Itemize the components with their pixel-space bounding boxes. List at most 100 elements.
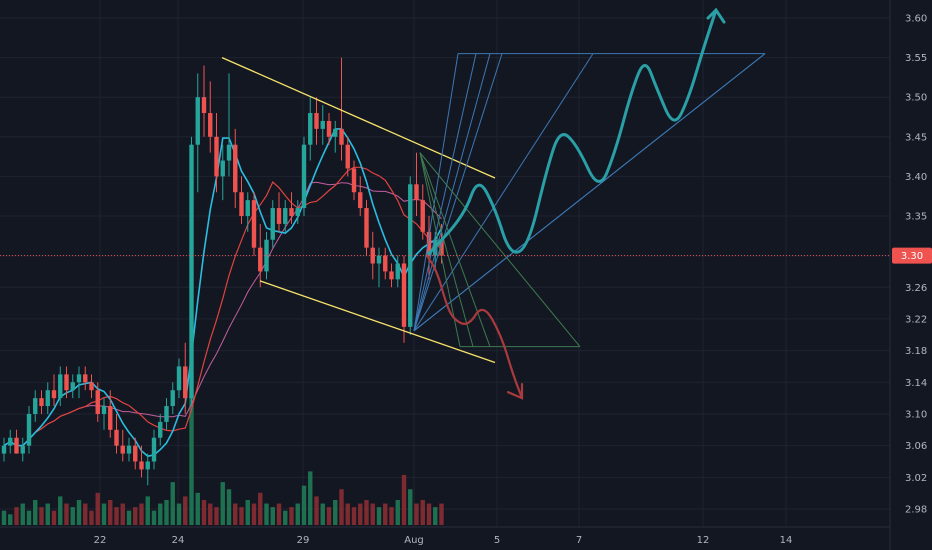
volume-bar	[126, 510, 132, 525]
volume-bar	[101, 503, 107, 525]
candle	[58, 366, 63, 407]
candle-body	[214, 136, 219, 177]
candle-body	[351, 168, 357, 193]
candle	[283, 200, 288, 232]
candle-body	[408, 184, 413, 327]
candle	[45, 382, 50, 414]
candle-body	[195, 97, 200, 145]
y-tick-label: 3.18	[905, 346, 927, 357]
candle-body	[26, 413, 32, 446]
candle-body	[133, 445, 138, 462]
candle-body	[76, 374, 82, 383]
candle-body	[326, 120, 332, 137]
volume-bar	[270, 507, 275, 525]
volume-bar	[120, 503, 125, 525]
x-axis[interactable]: 22 24 29 Aug 5 7 12 14	[0, 526, 890, 546]
volume-bar	[26, 510, 32, 525]
x-tick-label: 14	[780, 535, 793, 546]
volume-bar	[245, 499, 250, 525]
volume-bar	[39, 507, 44, 525]
candle-body	[33, 398, 38, 414]
candle	[420, 184, 425, 240]
candle	[326, 113, 332, 145]
candle	[314, 97, 319, 145]
candle-body	[145, 461, 150, 470]
candle-body	[8, 437, 13, 446]
candle	[64, 366, 69, 399]
fan-line-long	[413, 53, 766, 332]
forecast-up-arrowhead	[706, 7, 726, 24]
candle-body	[376, 255, 382, 264]
candle-body	[420, 200, 425, 232]
volume-bar	[208, 503, 213, 525]
candle	[145, 453, 150, 486]
channel-line	[259, 280, 496, 364]
fan-line-up	[413, 53, 503, 331]
candle-body	[164, 406, 169, 422]
volume-bar	[333, 499, 338, 525]
candle	[114, 413, 119, 454]
y-tick-label: 3.14	[905, 378, 927, 389]
volume-bar	[233, 503, 238, 525]
y-tick-label: 3.35	[905, 211, 927, 222]
volume-bar	[8, 514, 13, 525]
candle	[239, 176, 244, 224]
volume-bar	[139, 503, 144, 525]
candle-body	[320, 120, 325, 129]
x-tick-label: 7	[576, 535, 582, 546]
x-tick-label: 22	[94, 535, 107, 546]
candle	[389, 263, 394, 288]
candle	[120, 429, 125, 462]
candle	[351, 160, 357, 201]
candle-body	[189, 144, 194, 399]
x-tick-label: 24	[172, 535, 185, 546]
candle-body	[51, 390, 57, 399]
volume-bar	[301, 485, 307, 525]
candle-body	[20, 445, 25, 454]
candle	[176, 358, 182, 399]
candle	[301, 136, 307, 216]
candle	[276, 192, 282, 232]
candle	[51, 374, 57, 407]
candle	[251, 192, 257, 256]
volume-bar	[164, 499, 169, 525]
candle-body	[358, 192, 363, 209]
candle-body	[170, 390, 175, 407]
candle	[89, 374, 94, 399]
candle-body	[101, 406, 107, 414]
candle	[308, 97, 313, 161]
volume-bar	[439, 503, 444, 525]
candle	[158, 413, 163, 446]
fan-lines	[413, 53, 766, 348]
volume-bar	[314, 496, 319, 525]
volume-bar	[420, 499, 425, 525]
volume-bar	[183, 496, 188, 525]
volume-bar	[158, 503, 163, 525]
candle-body	[283, 208, 288, 224]
candle-body	[395, 263, 400, 280]
candle-body	[426, 231, 432, 256]
candle-body	[226, 144, 232, 161]
candle-body	[120, 445, 125, 454]
candle-body	[108, 406, 113, 430]
volume-bar	[195, 492, 200, 525]
candle-body	[1, 445, 7, 454]
candle-body	[264, 239, 269, 272]
volume-bar	[45, 503, 50, 525]
forecast-paths	[425, 7, 726, 400]
candle	[83, 366, 88, 391]
volume-bar	[351, 507, 357, 525]
candle	[70, 374, 75, 399]
ma-line-fast	[3, 128, 443, 458]
volume-bar	[364, 499, 369, 525]
fan-line-down	[419, 152, 474, 347]
volume-bar	[170, 482, 175, 525]
y-tick-label: 3.10	[905, 409, 927, 420]
candle	[139, 445, 144, 478]
candle-body	[414, 184, 419, 201]
candle	[414, 152, 419, 216]
volume-bar	[220, 482, 225, 525]
candle-body	[89, 382, 94, 391]
